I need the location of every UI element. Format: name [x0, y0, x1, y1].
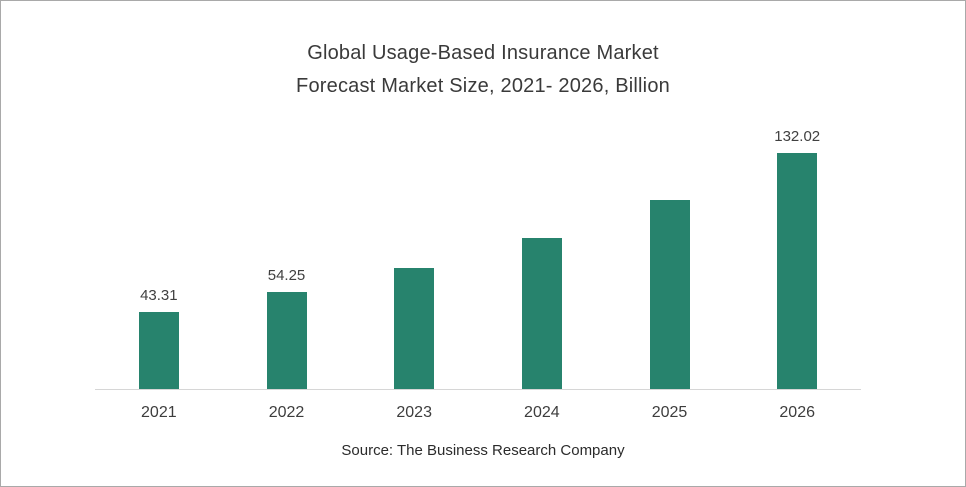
bars-row: 43.31 54.25 132.02: [95, 117, 861, 389]
x-axis-label-2024: 2024: [524, 404, 560, 421]
x-axis-label-2022: 2022: [268, 404, 305, 421]
bar-column-2026: 132.02: [733, 128, 861, 389]
x-axis-label-2025: 2025: [651, 404, 688, 421]
bar-2026: [777, 153, 818, 389]
bar-column-2021: 43.31: [95, 287, 223, 389]
bar-2021: [138, 312, 179, 389]
x-axis-labels: 2021 2022 2023 2024 2025 2026: [95, 390, 861, 422]
x-axis-label-2021: 2021: [141, 404, 177, 421]
source-text: Source: The Business Research Company: [341, 442, 625, 459]
bar-2024: [521, 238, 562, 389]
x-axis-label-2023: 2023: [396, 404, 432, 421]
bar-2022: [266, 292, 307, 389]
x-axis-label-2026: 2026: [779, 404, 815, 421]
bar-value-label-2021: 43.31: [140, 287, 178, 304]
bar-column-2022: 54.25: [223, 267, 351, 389]
bar-2023: [394, 268, 435, 389]
plot-area: 43.31 54.25 132.02 2021 2022 2023 2024 2025 202…: [95, 117, 861, 422]
bar-value-label-2026: 132.02: [774, 128, 821, 145]
bar-column-2024: [478, 213, 606, 389]
bar-column-2025: [606, 175, 734, 389]
x-axis-line: [95, 389, 861, 390]
bar-value-label-2022: 54.25: [267, 267, 306, 284]
bar-column-2023: [350, 243, 478, 389]
bar-2025: [649, 200, 690, 389]
chart-title: Global Usage-Based Insurance Market Fore…: [296, 42, 670, 97]
